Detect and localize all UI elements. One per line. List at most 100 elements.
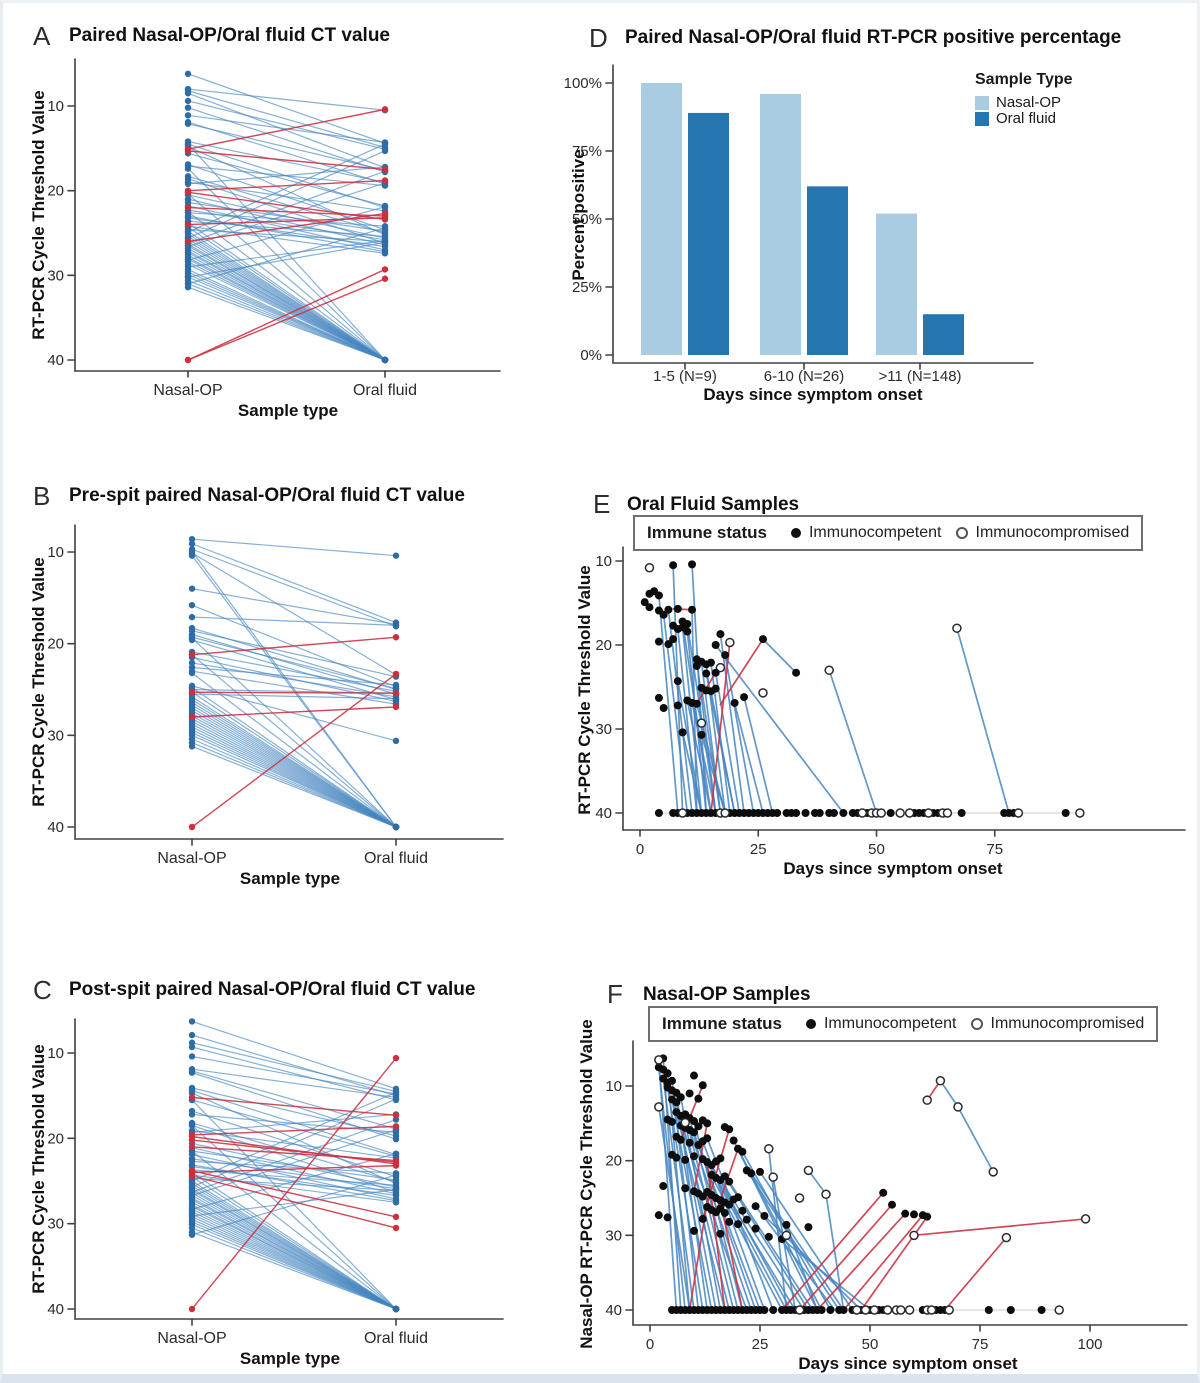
y-axis-label: Percent positive	[569, 149, 588, 281]
svg-text:20: 20	[595, 637, 612, 654]
svg-text:20: 20	[47, 636, 64, 653]
legend-item-label: Immunocompromised	[975, 524, 1130, 541]
svg-text:Oral fluid: Oral fluid	[364, 850, 428, 867]
y-axis-label: RT-PCR Cycle Threshold Value	[29, 1044, 48, 1294]
panel-title: Post-spit paired Nasal-OP/Oral fluid CT …	[69, 979, 476, 1000]
legend-title: Sample Type	[975, 71, 1073, 88]
y-axis-label: RT-PCR Cycle Threshold Value	[575, 565, 594, 815]
panel-letter: A	[33, 21, 51, 51]
svg-text:50: 50	[862, 1336, 879, 1353]
x-axis-label: Days since symptom onset	[783, 859, 1003, 878]
panel-d: 0% 25% 50% 75% 100% 1-5 (N=9) 6-10 (N=26) >11 (…	[563, 3, 1197, 463]
slope-chart-a: 10 20 30 40 Nasal-OP Oral fluid	[47, 58, 501, 399]
scatter-chart-e: 10 20 30 40 0 25 50 75	[595, 546, 1186, 858]
svg-text:40: 40	[47, 819, 64, 836]
svg-text:40: 40	[595, 805, 612, 822]
open-dot-icon	[955, 527, 968, 539]
panel-letter: B	[33, 481, 51, 511]
panel-f: 10 20 30 40 0 25 50 75 100 F Nasal-OP Samples Im…	[563, 923, 1197, 1374]
legend-title: Immune status	[662, 1014, 782, 1033]
svg-text:50: 50	[868, 841, 885, 858]
legend-item-label: Immunocompetent	[808, 524, 942, 541]
x-axis-label: Days since symptom onset	[703, 385, 923, 404]
svg-text:10: 10	[595, 553, 612, 570]
open-dot-icon	[970, 1018, 983, 1030]
svg-text:75: 75	[972, 1336, 989, 1353]
svg-text:100%: 100%	[564, 75, 602, 92]
slope-chart-c: 10 20 30 40 Nasal-OP Oral fluid	[47, 1018, 504, 1347]
svg-text:75: 75	[986, 841, 1003, 858]
svg-text:40: 40	[47, 352, 64, 369]
svg-text:Nasal-OP: Nasal-OP	[157, 850, 226, 867]
panel-letter: E	[593, 489, 611, 519]
svg-text:50%: 50%	[572, 211, 602, 228]
panel-a: 10 20 30 40 Nasal-OP Oral fluid A Paired Nasa…	[3, 3, 563, 463]
svg-text:25: 25	[752, 1336, 769, 1353]
filled-dot-icon	[790, 528, 801, 538]
immune-status-legend: Immune status Immunocompetent Immunocomp…	[648, 1006, 1159, 1042]
x-axis-label: Sample type	[239, 869, 341, 888]
svg-text:20: 20	[605, 1153, 622, 1170]
svg-text:10: 10	[47, 1045, 64, 1062]
svg-text:Oral fluid: Oral fluid	[353, 382, 417, 399]
svg-text:100: 100	[1077, 1336, 1102, 1353]
svg-text:30: 30	[47, 1216, 64, 1233]
svg-text:75%: 75%	[572, 143, 602, 160]
legend-item-label: Oral fluid	[996, 110, 1057, 127]
filled-dot-icon	[805, 1019, 816, 1029]
y-axis-label: Nasal-OP RT-PCR Cycle Threshold Value	[577, 1019, 596, 1349]
x-axis-label: Days since symptom onset	[798, 1354, 1018, 1373]
svg-text:Nasal-OP: Nasal-OP	[157, 1330, 226, 1347]
immune-status-legend: Immune status Immunocompetent Immunocomp…	[633, 515, 1144, 551]
panel-title: Paired Nasal-OP/Oral fluid RT-PCR positi…	[625, 27, 1122, 48]
panel-title: Pre-spit paired Nasal-OP/Oral fluid CT v…	[69, 485, 465, 506]
panel-letter: C	[33, 975, 52, 1005]
svg-text:10: 10	[47, 544, 64, 561]
x-axis-label: Sample type	[237, 401, 339, 420]
svg-text:40: 40	[47, 1301, 64, 1318]
svg-text:10: 10	[605, 1078, 622, 1095]
bar-chart-d: 0% 25% 50% 75% 100% 1-5 (N=9) 6-10 (N=26) >11 (…	[564, 64, 1034, 385]
nasal-op-swatch-icon	[975, 95, 989, 110]
svg-text:25: 25	[750, 841, 767, 858]
slope-chart-b: 10 20 30 40 Nasal-OP Oral fluid	[47, 524, 504, 867]
panel-title: Nasal-OP Samples	[643, 984, 811, 1005]
panel-c: 10 20 30 40 Nasal-OP Oral fluid C Post-spit p…	[3, 923, 563, 1374]
legend-title: Immune status	[647, 523, 767, 542]
panel-title: Paired Nasal-OP/Oral fluid CT value	[69, 25, 390, 46]
svg-text:25%: 25%	[572, 279, 602, 296]
svg-text:Nasal-OP: Nasal-OP	[153, 382, 222, 399]
svg-text:30: 30	[47, 727, 64, 744]
x-axis-label: Sample type	[239, 1349, 341, 1368]
svg-text:1-5 (N=9): 1-5 (N=9)	[653, 368, 717, 385]
svg-text:6-10 (N=26): 6-10 (N=26)	[764, 368, 844, 385]
y-axis-label: RT-PCR Cycle Threshold Value	[29, 557, 48, 807]
svg-text:40: 40	[605, 1302, 622, 1319]
panel-title: Oral Fluid Samples	[627, 494, 800, 515]
svg-text:10: 10	[47, 98, 64, 115]
sample-type-legend: Sample Type Nasal-OP Oral fluid	[975, 71, 1073, 126]
oral-fluid-swatch-icon	[975, 111, 989, 126]
legend-item-label: Immunocompromised	[990, 1015, 1145, 1032]
svg-text:Oral fluid: Oral fluid	[364, 1330, 428, 1347]
svg-text:30: 30	[47, 267, 64, 284]
svg-text:30: 30	[595, 721, 612, 738]
panel-letter: F	[607, 979, 623, 1009]
y-axis-label: RT-PCR Cycle Threshold Value	[29, 90, 48, 340]
scatter-chart-f: 10 20 30 40 0 25 50 75 100	[605, 1040, 1188, 1353]
panel-e: 10 20 30 40 0 25 50 75 E Oral Fluid Samples Imm…	[563, 463, 1197, 923]
svg-text:>11 (N=148): >11 (N=148)	[878, 368, 961, 385]
svg-text:30: 30	[605, 1227, 622, 1244]
legend-item-nasal-op: Nasal-OP	[975, 95, 1073, 110]
panel-letter: D	[589, 23, 608, 53]
svg-text:0: 0	[636, 841, 644, 858]
panel-b: 10 20 30 40 Nasal-OP Oral fluid B Pre-spit pa…	[3, 463, 563, 923]
svg-text:0%: 0%	[580, 347, 602, 364]
svg-text:20: 20	[47, 1130, 64, 1147]
svg-text:0: 0	[646, 1336, 654, 1353]
legend-item-oral-fluid: Oral fluid	[975, 111, 1073, 126]
legend-item-label: Immunocompetent	[823, 1015, 957, 1032]
svg-text:20: 20	[47, 183, 64, 200]
legend-item-label: Nasal-OP	[996, 94, 1062, 111]
